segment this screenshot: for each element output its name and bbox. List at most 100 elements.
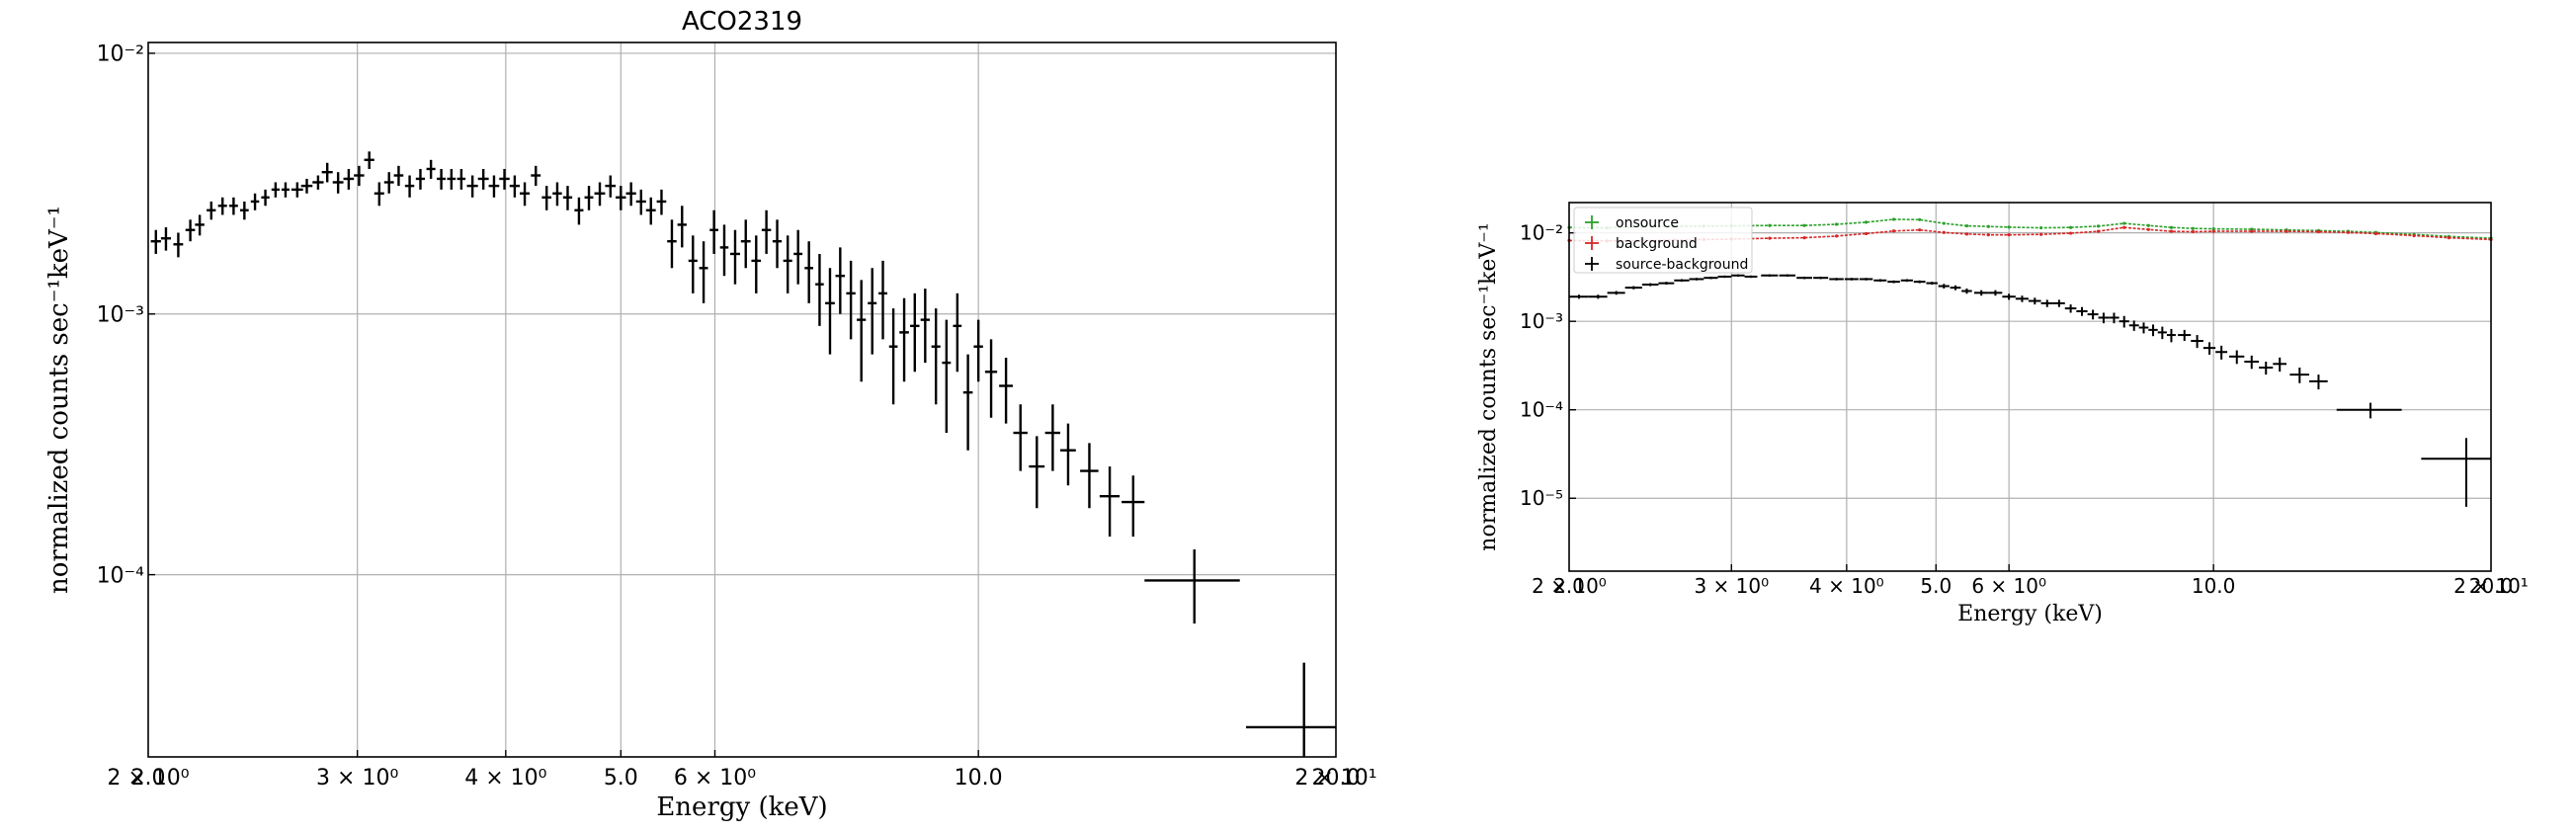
x-tick-label: 10.0: [955, 766, 1003, 791]
data-point: [2412, 233, 2416, 238]
data-point: [1624, 286, 1642, 290]
data-point: [667, 219, 677, 269]
data-point: [1918, 217, 1922, 221]
data-point: [261, 189, 270, 207]
data-point: [1080, 443, 1099, 509]
data-point: [2040, 299, 2053, 307]
data-point: [984, 339, 998, 418]
data-point: [2096, 229, 2101, 233]
legend-label: background: [1616, 236, 1698, 252]
data-point: [291, 182, 303, 198]
data-point: [1813, 276, 1829, 280]
data-point: [1144, 549, 1240, 624]
y-tick-label: 10⁻²: [1520, 221, 1563, 245]
data-point: [2157, 326, 2167, 340]
data-point: [857, 280, 867, 382]
data-point: [2087, 309, 2099, 320]
data-point: [1689, 278, 1704, 281]
data-point: [2122, 221, 2126, 225]
data-point: [656, 189, 667, 215]
data-point: [1674, 279, 1690, 283]
data-point: [2191, 229, 2195, 234]
legend-item: source-background: [1585, 257, 1748, 273]
x-tick-label: 3 × 10⁰: [1694, 574, 1769, 598]
data-point: [1918, 228, 1922, 232]
data-point: [2146, 223, 2150, 227]
x-tick-label: 2 × 10⁰: [1532, 574, 1607, 598]
data-point: [185, 219, 196, 242]
y-tick-label: 10⁻³: [97, 302, 144, 327]
data-point: [2007, 233, 2011, 237]
data-point: [562, 186, 573, 210]
data-point: [1013, 404, 1028, 471]
data-point: [2308, 375, 2328, 390]
data-point: [688, 235, 698, 293]
data-point: [1865, 231, 1869, 236]
data-point: [1942, 221, 1946, 225]
data-point: [1802, 236, 1806, 240]
data-point: [1122, 475, 1145, 538]
data-point: [605, 175, 617, 198]
data-point: [2038, 225, 2043, 230]
data-point: [2128, 320, 2139, 331]
data-point: [2447, 236, 2451, 240]
x-axis-label: Energy (keV): [656, 792, 827, 822]
data-point: [1802, 223, 1806, 227]
data-point: [2178, 329, 2192, 342]
data-point: [815, 253, 824, 326]
data-point: [1607, 291, 1625, 295]
data-point: [2211, 226, 2215, 231]
data-point: [1829, 278, 1844, 281]
data-point: [1731, 274, 1745, 277]
x-axis-label: Energy (keV): [1957, 602, 2103, 626]
data-point: [729, 229, 740, 285]
y-tick-label: 10⁻⁴: [1520, 398, 1563, 422]
data-point: [499, 168, 510, 190]
data-point: [447, 168, 457, 190]
data-point: [1964, 223, 1969, 228]
data-point: [999, 357, 1013, 424]
data-point: [2229, 350, 2245, 365]
data-point: [1703, 276, 1718, 280]
data-point: [962, 354, 973, 451]
data-point: [2122, 225, 2126, 229]
data-point: [374, 182, 384, 207]
data-point: [1768, 236, 1772, 240]
x-tick-label: 2.0: [131, 766, 166, 791]
legend: onsource background source-background: [1573, 207, 1753, 274]
data-point: [920, 289, 930, 364]
data-point: [1973, 290, 1989, 296]
data-point: [973, 319, 983, 382]
data-point: [1844, 278, 1859, 281]
y-tick-label: 10⁻⁴: [97, 563, 145, 588]
y-tick-label: 10⁻³: [1520, 309, 1563, 333]
data-point: [751, 235, 762, 293]
data-point: [740, 219, 751, 269]
data-point: [2285, 229, 2288, 233]
data-point: [584, 186, 594, 210]
data-point: [2002, 293, 2016, 300]
data-point: [1044, 404, 1061, 471]
data-point: [825, 268, 835, 355]
data-point: [1938, 284, 1950, 289]
data-point: [2244, 355, 2260, 370]
data-point: [2146, 227, 2150, 231]
legend-label: onsource: [1616, 215, 1679, 231]
x-tick-label: 6 × 10⁰: [1971, 574, 2046, 598]
data-point: [2052, 299, 2065, 307]
plot-frame: [1568, 202, 2492, 572]
x-tick-label: 2 × 10¹: [2453, 574, 2529, 598]
data-point: [2259, 362, 2274, 375]
data-point: [846, 260, 856, 340]
x-tick-label: 3 × 10⁰: [316, 766, 398, 791]
data-point: [783, 235, 792, 293]
data-point: [1986, 224, 1990, 228]
data-point: [625, 182, 636, 207]
data-point: [160, 227, 171, 251]
data-point: [1779, 274, 1796, 277]
data-point: [1891, 217, 1896, 221]
data-point: [931, 308, 941, 405]
data-point: [1641, 283, 1659, 287]
data-point: [343, 168, 355, 190]
